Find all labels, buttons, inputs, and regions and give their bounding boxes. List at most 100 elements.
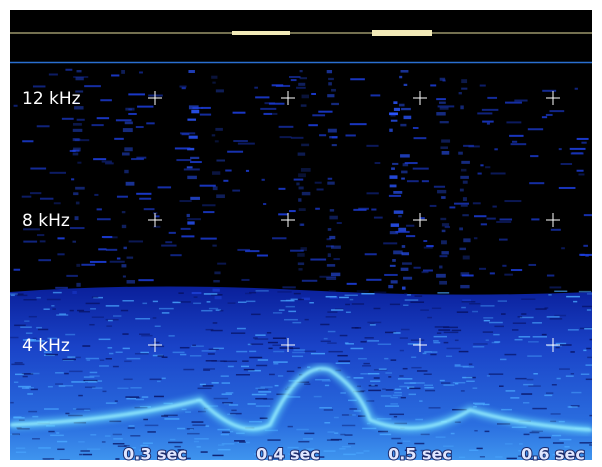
speckle: [51, 305, 54, 307]
speckle: [153, 317, 157, 319]
speckle: [521, 393, 532, 395]
streak: [331, 89, 336, 92]
speckle: [264, 102, 275, 104]
speckle: [519, 336, 531, 338]
speckle: [203, 211, 214, 213]
speckle: [198, 411, 206, 413]
speckle: [398, 378, 412, 380]
streak: [124, 147, 132, 151]
speckle: [90, 308, 96, 310]
speckle: [201, 451, 208, 453]
speckle: [227, 151, 243, 153]
speckle: [303, 438, 313, 440]
speckle: [480, 456, 485, 458]
speckle: [569, 406, 572, 408]
speckle: [374, 292, 386, 294]
speckle: [494, 341, 500, 343]
speckle: [501, 409, 512, 411]
speckle: [374, 217, 383, 219]
streak: [391, 120, 398, 122]
speckle: [571, 392, 581, 394]
speckle: [179, 200, 191, 202]
speckle: [340, 335, 348, 337]
streak: [298, 198, 301, 201]
speckle: [340, 434, 345, 436]
speckle: [494, 148, 497, 150]
speckle: [208, 353, 215, 355]
speckle: [337, 355, 347, 357]
speckle: [444, 332, 459, 334]
speckle: [439, 255, 447, 257]
streak: [301, 104, 307, 106]
speckle: [327, 342, 336, 344]
speckle: [71, 381, 85, 383]
speckle: [246, 170, 249, 172]
speckle: [463, 366, 474, 368]
frequency-label: 12 kHz: [22, 89, 81, 109]
speckle: [407, 180, 419, 182]
speckle: [415, 295, 423, 297]
speckle: [223, 180, 228, 182]
time-label: 0.6 sec: [521, 445, 585, 464]
speckle: [484, 320, 490, 322]
speckle: [136, 126, 144, 128]
speckle: [200, 114, 211, 116]
speckle: [304, 433, 314, 435]
speckle: [319, 276, 336, 278]
speckle: [296, 87, 306, 89]
speckle: [87, 359, 91, 361]
speckle: [222, 393, 232, 395]
speckle: [486, 339, 489, 341]
speckle: [314, 396, 322, 398]
streak: [301, 168, 311, 172]
speckle: [424, 351, 431, 353]
speckle: [320, 324, 329, 326]
streak: [213, 186, 218, 190]
speckle: [485, 166, 490, 168]
speckle: [190, 161, 202, 163]
speckle: [528, 341, 539, 343]
speckle: [180, 347, 190, 349]
speckle: [222, 443, 235, 445]
streak: [463, 197, 467, 201]
speckle: [529, 182, 544, 184]
speckle: [443, 384, 454, 386]
speckle: [66, 275, 78, 277]
streak: [401, 171, 407, 174]
streak: [392, 259, 396, 262]
speckle: [100, 99, 112, 101]
speckle: [86, 303, 100, 305]
speckle: [452, 330, 461, 332]
speckle: [231, 410, 236, 412]
speckle: [92, 296, 98, 298]
speckle: [115, 458, 119, 460]
speckle: [353, 377, 363, 379]
speckle: [267, 332, 271, 334]
speckle: [459, 351, 469, 353]
speckle: [92, 387, 102, 389]
streak: [331, 103, 339, 105]
speckle: [106, 249, 117, 251]
speckle: [194, 438, 209, 440]
speckle: [38, 259, 51, 261]
streak: [393, 250, 402, 254]
speckle: [352, 303, 364, 305]
speckle: [394, 416, 397, 418]
speckle: [57, 237, 64, 239]
streak: [394, 108, 400, 111]
speckle: [182, 409, 187, 411]
speckle: [570, 351, 574, 353]
speckle: [155, 326, 161, 328]
speckle: [84, 410, 90, 412]
speckle: [489, 373, 504, 375]
speckle: [135, 318, 150, 320]
speckle: [462, 274, 474, 276]
streak: [125, 122, 133, 125]
streak: [127, 280, 135, 284]
streak: [460, 105, 463, 109]
speckle: [22, 140, 33, 142]
speckle: [583, 245, 588, 247]
streak: [399, 104, 405, 107]
streak: [327, 182, 334, 185]
speckle: [108, 347, 113, 349]
